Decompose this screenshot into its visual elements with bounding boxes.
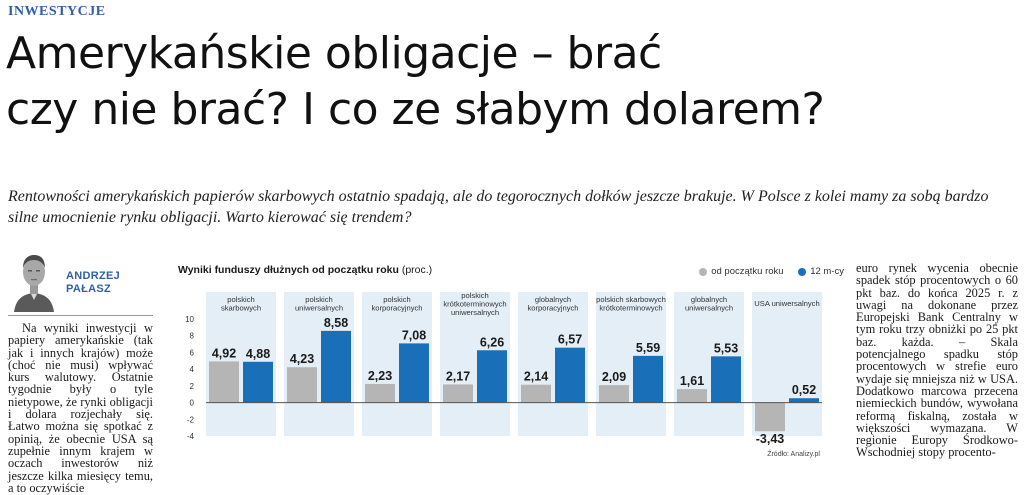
bar [209, 361, 239, 403]
author-first-name: ANDRZEJ [66, 270, 121, 282]
data-label: 0,52 [792, 383, 816, 397]
data-label: 4,92 [212, 346, 236, 360]
author-photo [8, 244, 60, 312]
y-tick-label: 8 [190, 332, 195, 341]
category-label: krótkoterminowych [599, 304, 662, 313]
y-tick-label: 0 [190, 399, 195, 408]
data-label: 1,61 [680, 374, 704, 388]
legend-swatch-ytd [699, 267, 708, 276]
data-label: 6,26 [480, 335, 504, 349]
data-label: 2,17 [446, 369, 470, 383]
category-label: uniwersalnych [295, 304, 343, 313]
bar [521, 384, 551, 403]
bar [789, 398, 819, 403]
bar [711, 356, 741, 403]
right-body-text: euro rynek wycenia obecnie spadek stóp p… [856, 261, 1018, 460]
data-label: 8,58 [324, 316, 348, 330]
data-label: 7,08 [402, 328, 426, 342]
category-label: polskich [461, 291, 488, 300]
category-label: globalnych [535, 295, 571, 304]
category-label: uniwersalnych [451, 308, 499, 317]
byline-divider [8, 315, 153, 316]
category-label: globalnych [691, 295, 727, 304]
chart-title: Wyniki funduszy dłużnych od początku rok… [178, 264, 432, 276]
chart-plot: polskichskarbowychpolskichuniwersalnychp… [185, 291, 822, 458]
bar [365, 383, 395, 403]
chart: Wyniki funduszy dłużnych od początku rok… [176, 262, 848, 476]
data-label: 5,59 [636, 341, 660, 355]
data-label: 2,09 [602, 370, 626, 384]
chart-title-unit: (proc.) [401, 264, 433, 276]
y-tick-label: 2 [190, 382, 195, 391]
bar [677, 389, 707, 403]
data-label: 2,14 [524, 370, 548, 384]
y-tick-label: -2 [187, 415, 195, 424]
category-label: polskich skarbowych [596, 295, 666, 304]
category-label: polskich [227, 295, 254, 304]
data-label: 6,57 [558, 333, 582, 347]
left-body-column: Na wyniki inwestycji w papiery amerykańs… [8, 322, 153, 494]
left-body-text: Na wyniki inwestycji w papiery amerykańs… [8, 321, 153, 495]
headline-line-2: czy nie brać? I co ze słabym dolarem? [6, 84, 825, 135]
author-byline: ANDRZEJ PAŁASZ [66, 270, 146, 296]
section-label: INWESTYCJE [8, 4, 106, 19]
category-label: krótkoterminowych [443, 300, 506, 309]
headline: Amerykańskie obligacje – brać czy nie br… [6, 26, 1018, 138]
bar [321, 330, 351, 403]
bar [755, 402, 785, 432]
y-tick-label: 4 [190, 365, 195, 374]
y-tick-label: 6 [190, 348, 195, 357]
category-label: korporacyjnych [371, 304, 422, 313]
category-label: polskich [305, 295, 332, 304]
data-label: 4,23 [290, 352, 314, 366]
legend-swatch-12m [798, 267, 807, 276]
bar [633, 355, 663, 403]
author-last-name: PAŁASZ [66, 283, 111, 295]
headline-line-1: Amerykańskie obligacje – brać [6, 28, 662, 79]
bar [477, 350, 507, 403]
data-label: 2,23 [368, 369, 392, 383]
bar [287, 367, 317, 403]
bar [399, 343, 429, 403]
lead-paragraph: Rentowności amerykańskich papierów skarb… [8, 188, 989, 226]
category-label: korporacyjnych [527, 304, 578, 313]
right-body-column: euro rynek wycenia obecnie spadek stóp p… [856, 262, 1018, 459]
bar [443, 384, 473, 403]
data-label: 4,88 [246, 347, 270, 361]
bar [243, 361, 273, 403]
category-label: skarbowych [221, 304, 261, 313]
legend-label-12m: 12 m-cy [810, 266, 844, 277]
chart-title-bold: Wyniki funduszy dłużnych od początku rok… [178, 264, 399, 276]
data-label: 5,53 [714, 341, 738, 355]
bar [599, 385, 629, 403]
category-label: polskich [383, 295, 410, 304]
y-tick-label: -4 [187, 432, 195, 441]
legend-label-ytd: od początku roku [711, 266, 784, 277]
y-tick-label: 10 [185, 315, 194, 324]
category-label: uniwersalnych [685, 304, 733, 313]
chart-legend: od początku roku 12 m-cy [687, 266, 844, 277]
data-label: -3,43 [756, 432, 785, 446]
chart-source: Źródło: Analizy.pl [767, 449, 820, 458]
category-label: USA uniwersalnych [754, 299, 819, 308]
bar [555, 347, 585, 403]
